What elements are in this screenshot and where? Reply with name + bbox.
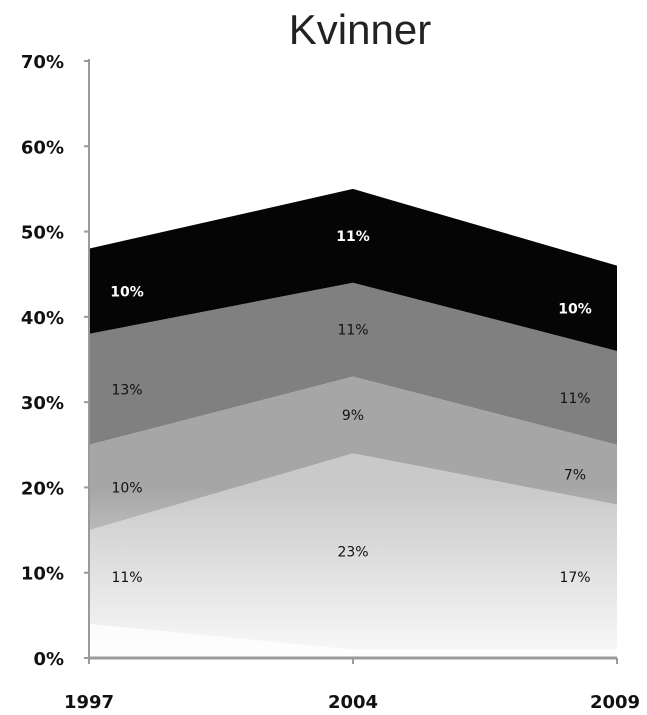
data-label: 23%: [337, 544, 368, 560]
x-tick-label: 2004: [328, 692, 378, 713]
area-band-4: [89, 188, 617, 351]
x-tick-label: 1997: [64, 692, 114, 713]
data-label: 11%: [559, 391, 590, 407]
y-tick-label: 0%: [33, 649, 64, 670]
data-label: 10%: [558, 301, 592, 317]
y-tick-label: 20%: [21, 478, 64, 499]
data-label: 9%: [342, 408, 364, 424]
data-label: 13%: [111, 382, 142, 398]
data-label: 7%: [564, 468, 586, 484]
area-fade: [89, 487, 617, 658]
data-label: 17%: [559, 570, 590, 586]
y-tick-label: 70%: [21, 52, 64, 73]
x-tick-label: 2009: [590, 692, 640, 713]
chart-title: Kvinner: [288, 6, 432, 53]
y-tick-label: 40%: [21, 308, 64, 329]
data-label: 11%: [337, 323, 368, 339]
data-label: 11%: [336, 229, 370, 245]
y-tick-label: 30%: [21, 393, 64, 414]
data-label: 10%: [111, 480, 142, 496]
y-tick-label: 10%: [21, 564, 64, 585]
area-band-3: [89, 282, 617, 445]
y-tick-label: 50%: [21, 223, 64, 244]
y-tick-label: 60%: [21, 137, 64, 158]
data-label: 11%: [111, 570, 142, 586]
data-label: 10%: [110, 284, 144, 300]
